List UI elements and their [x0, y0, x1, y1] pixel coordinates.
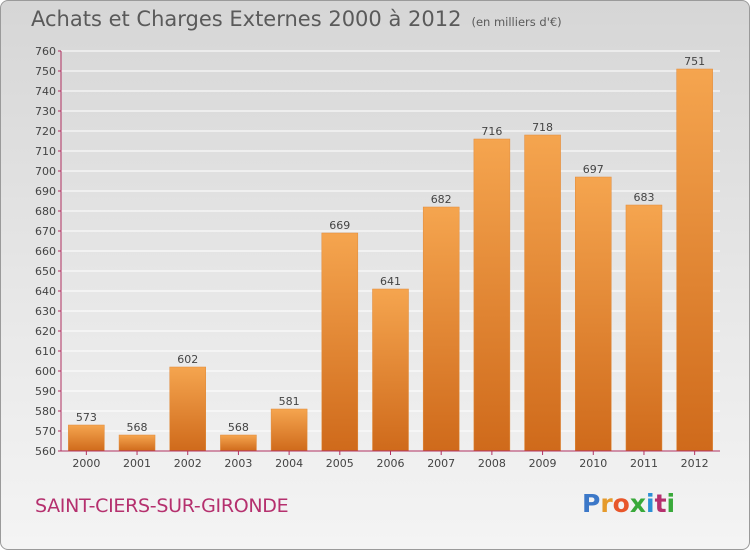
logo-letter: t: [654, 489, 667, 518]
bar: [270, 408, 308, 452]
logo-letter: i: [646, 489, 655, 518]
data-label: 683: [633, 191, 654, 204]
bar: [575, 176, 612, 452]
y-tick-label: 740: [35, 85, 56, 98]
data-label: 697: [583, 163, 604, 176]
y-tick-label: 650: [35, 265, 56, 278]
logo-letter: i: [666, 489, 676, 518]
data-label: 641: [380, 275, 401, 288]
bar: [321, 232, 359, 452]
x-tick-label: 2002: [174, 457, 202, 470]
y-tick-label: 660: [35, 245, 56, 258]
place-name: SAINT-CIERS-SUR-GIRONDE: [35, 495, 289, 517]
y-tick-label: 730: [35, 105, 56, 118]
logo-letter: r: [600, 489, 613, 518]
bar: [422, 206, 460, 452]
x-tick-label: 2005: [326, 457, 354, 470]
y-tick-label: 720: [35, 125, 56, 138]
y-tick-label: 640: [35, 285, 56, 298]
bar: [676, 68, 713, 452]
y-tick-label: 670: [35, 225, 56, 238]
x-tick-label: 2012: [681, 457, 709, 470]
chart-title-text: Achats et Charges Externes 2000 à 2012: [31, 7, 462, 31]
x-tick-label: 2001: [123, 457, 151, 470]
bar: [118, 434, 156, 452]
chart-subtitle: (en milliers d'€): [471, 15, 562, 29]
bar: [625, 204, 663, 452]
y-tick-label: 760: [35, 45, 56, 58]
x-tick-label: 2009: [529, 457, 557, 470]
logo-letter: x: [629, 489, 646, 518]
bar: [473, 138, 511, 452]
x-tick-label: 2006: [377, 457, 405, 470]
data-label: 568: [228, 421, 249, 434]
y-tick-label: 590: [35, 385, 56, 398]
y-tick-label: 710: [35, 145, 56, 158]
data-label: 568: [127, 421, 148, 434]
bar: [372, 288, 409, 452]
x-tick-label: 2007: [427, 457, 455, 470]
data-label: 581: [279, 395, 300, 408]
y-tick-label: 690: [35, 185, 56, 198]
y-tick-label: 580: [35, 405, 56, 418]
data-label: 716: [481, 125, 502, 138]
data-label: 751: [684, 55, 705, 68]
y-tick-label: 600: [35, 365, 56, 378]
y-tick-label: 630: [35, 305, 56, 318]
bar: [169, 366, 206, 452]
y-tick-label: 610: [35, 345, 56, 358]
logo-letter: o: [612, 489, 630, 518]
y-tick-label: 700: [35, 165, 56, 178]
logo-letter: P: [582, 489, 601, 518]
data-label: 669: [329, 219, 350, 232]
proxiti-logo: Proxiti: [582, 489, 675, 518]
x-tick-label: 2003: [224, 457, 252, 470]
y-tick-label: 680: [35, 205, 56, 218]
y-tick-label: 570: [35, 425, 56, 438]
chart-title: Achats et Charges Externes 2000 à 2012 (e…: [31, 7, 562, 31]
x-tick-label: 2010: [579, 457, 607, 470]
y-tick-label: 750: [35, 65, 56, 78]
data-label: 682: [431, 193, 452, 206]
x-tick-label: 2008: [478, 457, 506, 470]
bar: [524, 134, 561, 452]
y-tick-label: 560: [35, 445, 56, 458]
x-tick-label: 2004: [275, 457, 303, 470]
data-label: 573: [76, 411, 97, 424]
bar: [220, 434, 257, 452]
x-tick-label: 2011: [630, 457, 658, 470]
data-label: 602: [177, 353, 198, 366]
bar: [68, 424, 105, 452]
data-label: 718: [532, 121, 553, 134]
x-tick-label: 2000: [72, 457, 100, 470]
y-tick-label: 620: [35, 325, 56, 338]
